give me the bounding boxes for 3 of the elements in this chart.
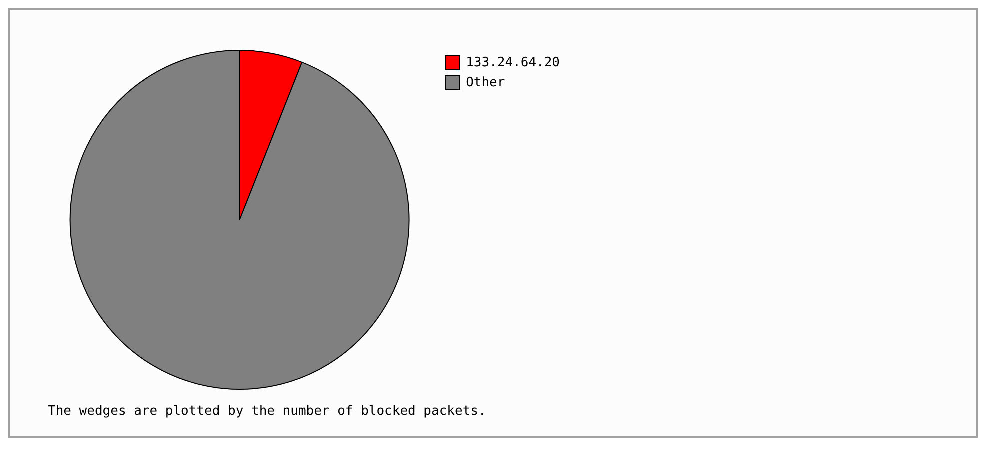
- text: The wedges are plotted by the number of blocked packets.: [48, 404, 486, 419]
- legend-label: 133.24.64.20: [466, 55, 560, 70]
- legend-label: Other: [466, 75, 506, 90]
